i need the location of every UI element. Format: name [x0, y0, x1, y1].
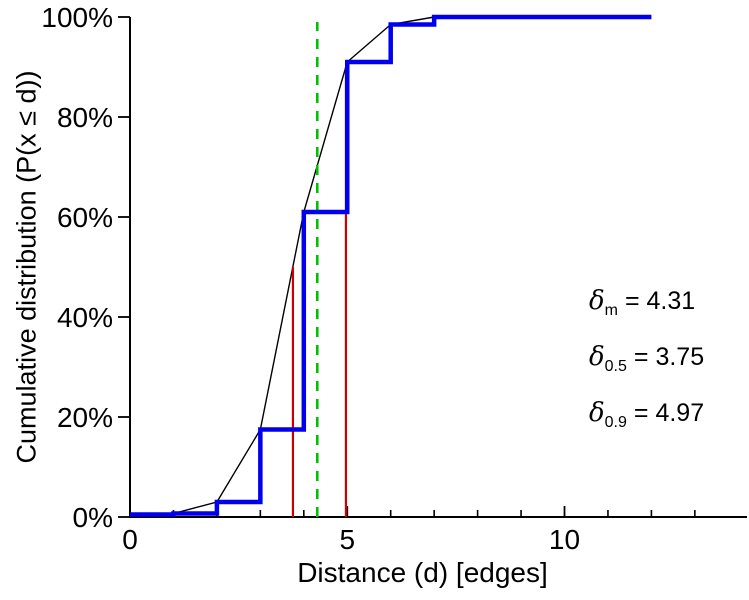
y-tick-label: 100% — [41, 2, 113, 33]
stat-value: = 4.31 — [624, 287, 696, 315]
y-axis-label: Cumulative distribution (P(x ≤ d)) — [11, 70, 42, 464]
delta-symbol: δ — [589, 286, 605, 316]
x-tick-label: 0 — [122, 524, 138, 555]
stat-p90-distance: δ0.9 = 4.97 — [589, 398, 705, 431]
y-tick-label: 40% — [57, 302, 113, 333]
empirical-distance-cdf-step — [130, 14, 652, 517]
y-tick-label: 0% — [73, 502, 113, 533]
stat-mean-distance: δm = 4.31 — [589, 286, 704, 319]
delta-symbol: δ — [589, 398, 605, 428]
stat-median-distance: δ0.5 = 3.75 — [589, 342, 705, 375]
y-tick-label: 80% — [57, 102, 113, 133]
x-axis-label: Distance (d) [edges] — [297, 557, 548, 588]
x-tick-label: 10 — [549, 524, 580, 555]
delta-subscript: m — [604, 302, 618, 319]
stats-annotations: δm = 4.31 δ0.5 = 3.75 δ0.9 = 4.97 — [589, 286, 704, 454]
delta-subscript: 0.9 — [604, 414, 627, 431]
delta-subscript: 0.5 — [604, 358, 627, 375]
delta-symbol: δ — [589, 342, 605, 372]
y-tick-label: 60% — [57, 202, 113, 233]
stat-value: = 3.75 — [633, 343, 705, 371]
x-tick-label: 5 — [339, 524, 355, 555]
stat-value: = 4.97 — [633, 399, 705, 427]
y-tick-label: 20% — [57, 402, 113, 433]
